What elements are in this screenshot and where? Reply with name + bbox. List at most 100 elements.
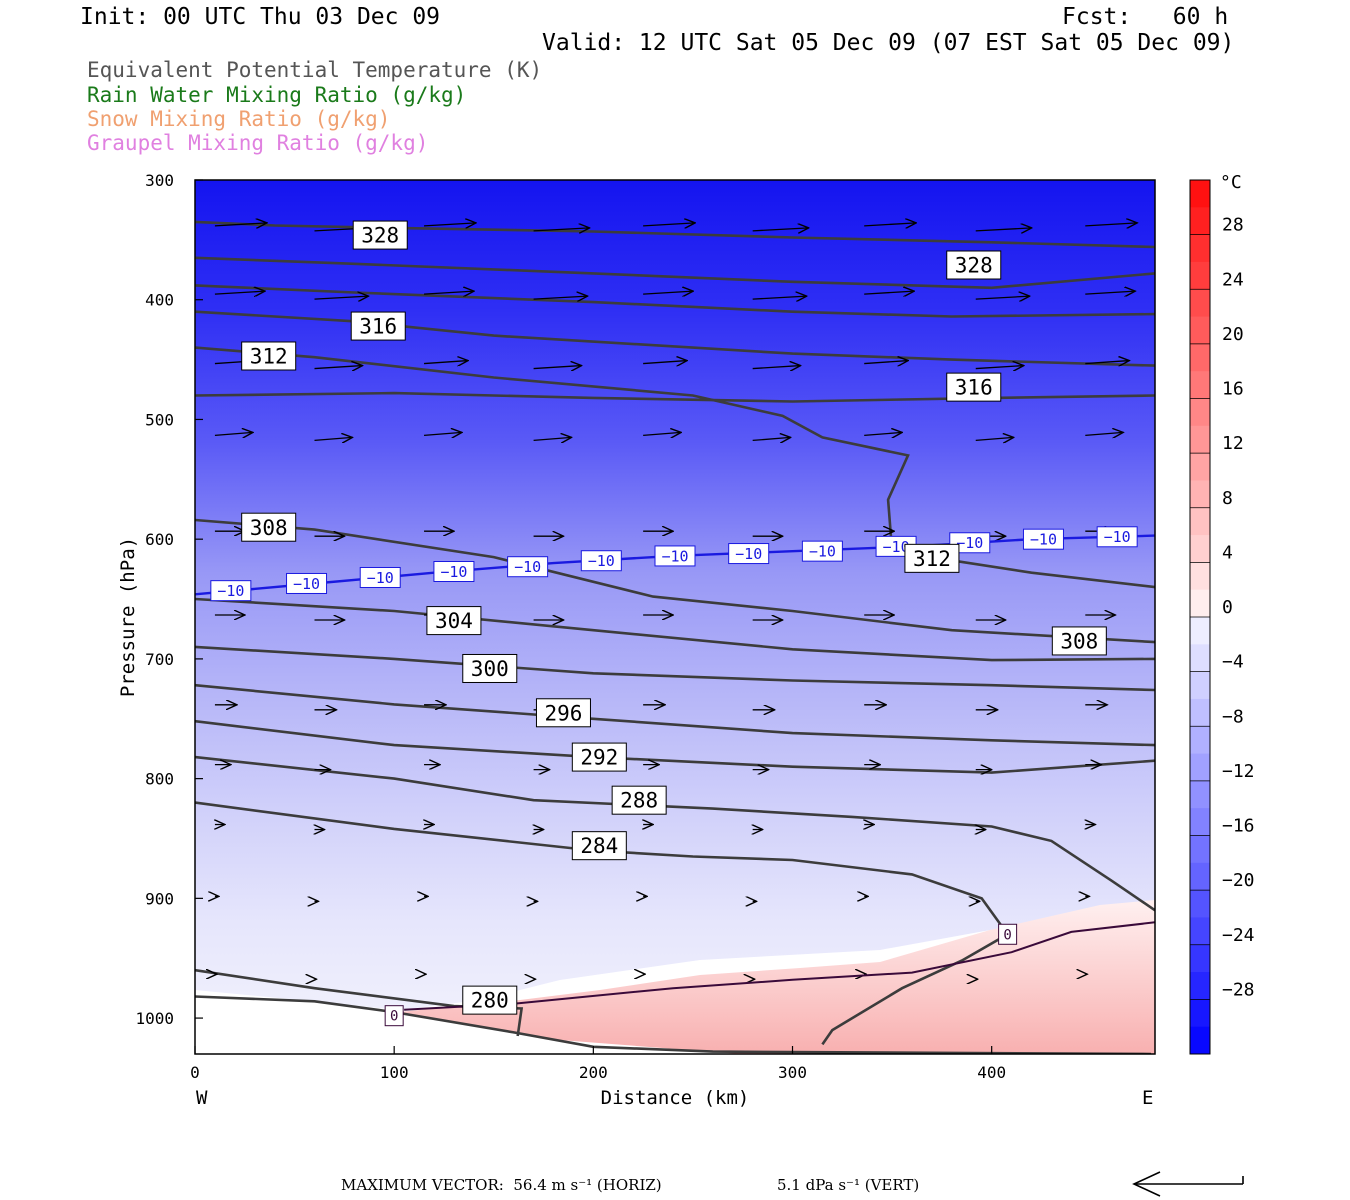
wind-vector (1085, 432, 1123, 435)
wind-vector (752, 228, 809, 231)
wind-vector (864, 223, 916, 226)
colorbar-label: 24 (1222, 269, 1244, 290)
colorbar-bin (1190, 453, 1210, 481)
x-tick-label: 300 (778, 1063, 807, 1082)
freezing-label: 0 (998, 923, 1018, 945)
isotherm-label: −10 (286, 572, 328, 594)
theta-e-contour (195, 256, 1155, 290)
plot-frame (194, 179, 1156, 1055)
isotherm-label: −10 (1096, 526, 1138, 548)
theta-e-label: 312 (241, 341, 297, 371)
svg-text:292: 292 (580, 746, 618, 770)
colorbar-label: 28 (1222, 215, 1244, 236)
wind-vector (975, 437, 1014, 440)
colorbar-bin (1190, 261, 1210, 290)
theta-e-label: 328 (946, 250, 1002, 280)
wind-vector (214, 223, 267, 226)
theta-e-label: 292 (571, 742, 627, 772)
colorbar-label: −4 (1222, 652, 1244, 673)
isotherm-label: −10 (580, 550, 622, 572)
wind-vector (314, 296, 369, 299)
theta-e-contour (195, 284, 1155, 318)
theta-e-contour (195, 719, 1155, 774)
theta-e-label: 316 (946, 372, 1002, 402)
svg-text:328: 328 (361, 224, 399, 248)
temperature-shading (195, 180, 1155, 1054)
y-axis-label: Pressure (hPa) (117, 537, 139, 697)
svg-text:328: 328 (955, 254, 993, 278)
legend-theta-e: Equivalent Potential Temperature (K) (87, 58, 543, 82)
colorbar-bin (1190, 234, 1210, 263)
isotherm-label: −10 (875, 535, 917, 557)
wind-vector (533, 296, 588, 299)
colorbar-bin (1190, 726, 1210, 755)
init-time: Init: 00 UTC Thu 03 Dec 09 (80, 4, 441, 30)
svg-text:312: 312 (250, 345, 288, 369)
theta-e-label: 288 (611, 785, 667, 815)
colorbar-bin (1190, 1026, 1210, 1055)
x-tick-label: 200 (579, 1063, 608, 1082)
theta-e-contour (195, 518, 1155, 644)
colorbar-bin (1190, 972, 1210, 1000)
freezing-line (404, 921, 1155, 1011)
theta-e-label: 284 (571, 831, 627, 861)
svg-text:280: 280 (471, 989, 509, 1013)
wind-vector (864, 361, 908, 364)
colorbar-bin (1190, 343, 1210, 372)
colorbar-bin (1190, 535, 1210, 563)
colorbar-label: −24 (1222, 925, 1255, 946)
y-tick-label: 1000 (135, 1009, 174, 1028)
colorbar-label: 8 (1222, 488, 1233, 509)
wind-vector (643, 291, 693, 294)
y-tick-label: 600 (145, 530, 174, 549)
wind-vector (1085, 361, 1129, 364)
svg-text:−10: −10 (440, 563, 467, 581)
wind-vector (643, 223, 695, 226)
svg-text:296: 296 (544, 701, 582, 725)
theta-e-label: 328 (352, 220, 408, 250)
legend-graupel: Graupel Mixing Ratio (g/kg) (87, 131, 429, 155)
wind-vector (424, 291, 474, 294)
wind-vector (643, 361, 687, 364)
max-vector-horiz: MAXIMUM VECTOR: 56.4 m s⁻¹ (HORIZ) (341, 1176, 662, 1194)
reference-vector-arrow (1132, 1171, 1244, 1197)
svg-text:316: 316 (955, 376, 993, 400)
svg-text:316: 316 (359, 315, 397, 339)
x-tick-label: 400 (977, 1063, 1006, 1082)
svg-text:288: 288 (620, 789, 658, 813)
isotherm-label: −10 (359, 566, 401, 588)
isotherm-label: −10 (507, 556, 549, 578)
svg-text:−10: −10 (514, 558, 541, 576)
max-vector-vert: 5.1 dPa s⁻¹ (VERT) (777, 1176, 920, 1194)
colorbar-bin (1190, 480, 1210, 509)
colorbar-unit: °C (1220, 172, 1242, 193)
wind-vectors (215, 223, 1137, 979)
theta-e-contour (195, 645, 1155, 692)
wind-vector (975, 228, 1032, 231)
svg-text:308: 308 (250, 516, 288, 540)
colorbar-bin (1190, 589, 1210, 618)
svg-text:−10: −10 (1030, 531, 1057, 549)
wind-vector (533, 366, 582, 369)
wind-vector (752, 437, 791, 440)
theta-e-contour (195, 597, 1155, 662)
wind-vector (214, 432, 253, 435)
valid-time: Valid: 12 UTC Sat 05 Dec 09 (07 EST Sat … (542, 30, 1235, 56)
svg-text:300: 300 (471, 657, 509, 681)
colorbar-bin (1190, 398, 1210, 427)
colorbar-label: −20 (1222, 870, 1255, 891)
svg-text:−10: −10 (735, 545, 762, 563)
isotherm-label: −10 (949, 532, 991, 554)
x-end-right: E (1142, 1087, 1153, 1109)
theta-e-contour (195, 220, 1155, 249)
wind-vector (424, 361, 468, 364)
colorbar-bin (1190, 999, 1210, 1028)
svg-text:−10: −10 (956, 534, 983, 552)
colorbar-bin (1190, 808, 1210, 836)
freezing-contour (404, 921, 1155, 1011)
theta-e-contour (195, 683, 1155, 747)
colorbar-bin (1190, 617, 1210, 645)
colorbar-bin (1190, 671, 1210, 700)
y-tick-label: 400 (145, 291, 174, 310)
colorbar-bin (1190, 698, 1210, 727)
